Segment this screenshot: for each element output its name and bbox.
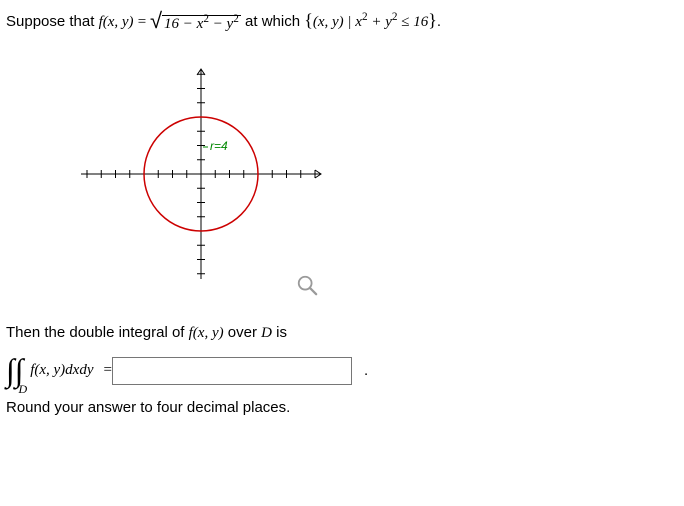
equals: =: [138, 14, 150, 30]
period: .: [437, 13, 441, 30]
set-open: {: [304, 10, 313, 30]
problem-statement: Suppose that f(x, y) = √16 − x2 − y2 at …: [6, 8, 678, 34]
rounding-instruction: Round your answer to four decimal places…: [6, 399, 678, 416]
radical-sign: √: [150, 8, 162, 33]
answer-input[interactable]: [112, 357, 352, 385]
trailing-period: .: [364, 362, 368, 379]
sqrt-expr: √16 − x2 − y2: [150, 8, 241, 34]
question-line: Then the double integral of f(x, y) over…: [6, 324, 678, 342]
func-lhs: f(x, y): [99, 14, 134, 30]
set-body: (x, y) | x2 + y2 ≤ 16: [313, 14, 428, 30]
axes-diagram: r=4: [66, 44, 336, 294]
text-at-which: at which: [245, 13, 304, 30]
double-integral-symbol: ∫∫D: [6, 352, 32, 389]
diagram-container: r=4: [66, 44, 396, 314]
magnifier-icon[interactable]: [296, 274, 318, 296]
text-prefix: Suppose that: [6, 13, 99, 30]
integral-expression: ∫∫D f(x, y)dxdy = .: [6, 352, 678, 389]
region-D: D: [261, 325, 272, 341]
fxy: f(x, y): [189, 325, 224, 341]
integrand: f(x, y)dxdy: [30, 362, 93, 379]
set-close: }: [428, 10, 437, 30]
svg-text:r=4: r=4: [210, 139, 228, 153]
